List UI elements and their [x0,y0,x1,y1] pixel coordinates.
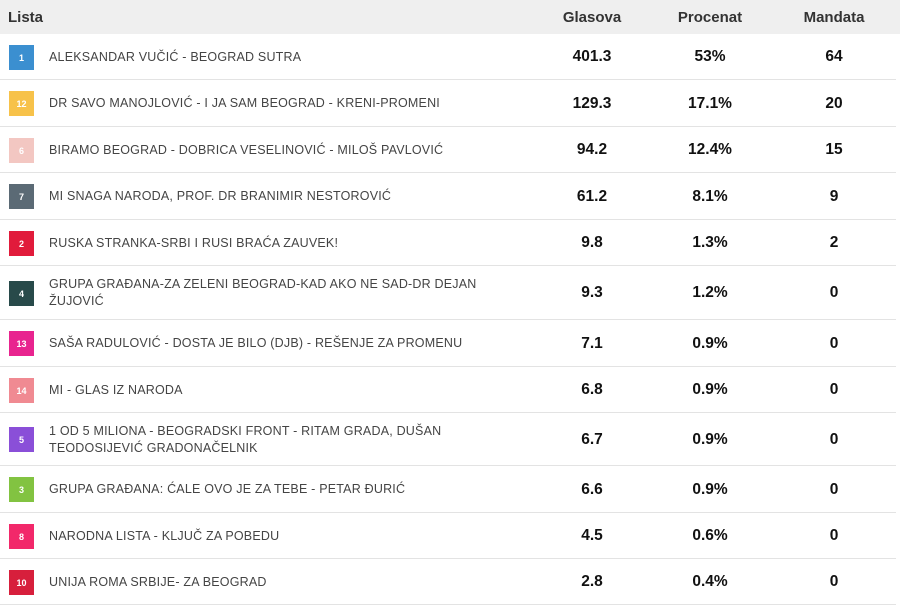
votes-value: 6.7 [581,431,603,448]
table-row: 8 NARODNA LISTA - KLJUČ ZA POBEDU 4.5 0.6% 0 [0,513,896,559]
list-name: MI SNAGA NARODA, PROF. DR BRANIMIR NESTO… [49,189,392,203]
votes-value: 4.5 [581,527,603,544]
votes-value: 2.8 [581,573,603,590]
table-row: 7 MI SNAGA NARODA, PROF. DR BRANIMIR NEST… [0,173,896,220]
percent-value: 0.9% [692,335,728,352]
seats-value: 0 [829,573,839,590]
table-row: 6 BIRAMO BEOGRAD - DOBRICA VESELINOVIĆ - … [0,127,896,173]
percent-value: 17.1% [688,95,732,112]
percent-value: 0.6% [692,527,728,544]
seats-value: 0 [829,335,839,352]
seats-value: 0 [829,431,839,448]
votes-value: 129.3 [572,95,612,112]
table-row: 13 SAŠA RADULOVIĆ - DOSTA JE BILO (DJB) -… [0,320,896,367]
list-number-badge: 14 [9,378,34,403]
table-row: 2 RUSKA STRANKA-SRBI I RUSI BRAĆA ZAUVEK!… [0,220,896,266]
table-row: 10 UNIJA ROMA SRBIJE- ZA BEOGRAD 2.8 0.4% 0 [0,559,896,605]
list-number-badge: 5 [9,427,34,452]
list-number-badge: 4 [9,281,34,306]
header-mandata: Mandata [803,9,865,26]
list-name: RUSKA STRANKA-SRBI I RUSI BRAĆA ZAUVEK! [49,236,339,250]
table-row: 5 1 OD 5 MILIONA - BEOGRADSKI FRONT - RIT… [0,413,896,466]
table-row: 3 GRUPA GRAĐANA: ĆALE OVO JE ZA TEBE - PE… [0,466,896,513]
seats-value: 0 [829,284,839,301]
votes-value: 61.2 [576,188,608,205]
list-number-badge: 8 [9,524,34,549]
list-number-badge: 13 [9,331,34,356]
percent-value: 12.4% [688,141,732,158]
seats-value: 0 [829,527,839,544]
list-number-badge: 6 [9,138,34,163]
table-header: Lista Glasova Procenat Mandata [0,0,900,34]
seats-value: 20 [825,95,843,112]
table-row: 14 MI - GLAS IZ NARODA 6.8 0.9% 0 [0,367,896,413]
seats-value: 64 [825,48,843,65]
list-name: MI - GLAS IZ NARODA [49,383,183,397]
votes-value: 7.1 [581,335,603,352]
percent-value: 1.3% [692,234,728,251]
header-procenat: Procenat [677,9,743,26]
header-glasova: Glasova [562,9,622,26]
list-number-badge: 7 [9,184,34,209]
list-name: BIRAMO BEOGRAD - DOBRICA VESELINOVIĆ - M… [49,143,444,157]
list-name: GRUPA GRAĐANA: ĆALE OVO JE ZA TEBE - PET… [49,482,406,496]
list-number-badge: 2 [9,231,34,256]
percent-value: 0.9% [692,431,728,448]
table-row: 1 ALEKSANDAR VUČIĆ - BEOGRAD SUTRA 401.3 53… [0,34,896,80]
list-number-badge: 12 [9,91,34,116]
list-name: GRUPA GRAĐANA-ZA ZELENI BEOGRAD-KAD AKO … [49,277,477,308]
list-name: 1 OD 5 MILIONA - BEOGRADSKI FRONT - RITA… [49,424,442,455]
seats-value: 0 [829,381,839,398]
percent-value: 0.9% [692,481,728,498]
list-number-badge: 10 [9,570,34,595]
seats-value: 2 [829,234,839,251]
header-lista: Lista [8,9,44,26]
votes-value: 9.3 [581,284,603,301]
seats-value: 0 [829,481,839,498]
votes-value: 6.8 [581,381,603,398]
list-number-badge: 1 [9,45,34,70]
votes-value: 9.8 [581,234,603,251]
percent-value: 8.1% [692,188,728,205]
votes-value: 6.6 [581,481,603,498]
seats-value: 15 [825,141,843,158]
votes-value: 94.2 [576,141,608,158]
votes-value: 401.3 [572,48,612,65]
percent-value: 0.4% [692,573,728,590]
list-name: ALEKSANDAR VUČIĆ - BEOGRAD SUTRA [49,50,302,64]
list-name: DR SAVO MANOJLOVIĆ - I JA SAM BEOGRAD - … [49,96,440,110]
list-name: NARODNA LISTA - KLJUČ ZA POBEDU [49,529,280,543]
list-number-badge: 3 [9,477,34,502]
list-name: UNIJA ROMA SRBIJE- ZA BEOGRAD [49,575,267,589]
percent-value: 1.2% [692,284,728,301]
percent-value: 0.9% [692,381,728,398]
list-name: SAŠA RADULOVIĆ - DOSTA JE BILO (DJB) - R… [49,336,463,350]
percent-value: 53% [694,48,726,65]
seats-value: 9 [829,188,839,205]
table-row: 12 DR SAVO MANOJLOVIĆ - I JA SAM BEOGRAD … [0,80,896,127]
table-row: 4 GRUPA GRAĐANA-ZA ZELENI BEOGRAD-KAD AKO… [0,266,896,320]
